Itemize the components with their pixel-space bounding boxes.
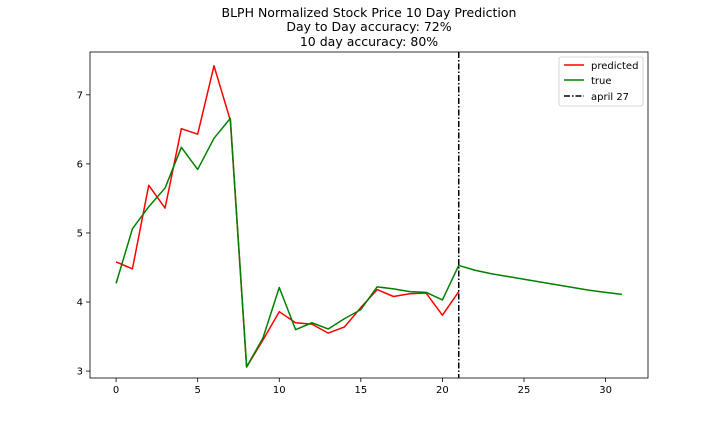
y-tick-label: 6: [77, 159, 83, 170]
chart-title-line-1: BLPH Normalized Stock Price 10 Day Predi…: [222, 5, 517, 20]
legend: predicted true april 27: [558, 56, 644, 107]
series-line-true: [115, 117, 622, 368]
legend-box: [558, 56, 644, 107]
x-tick-label: 15: [354, 385, 367, 396]
x-tick-label: 25: [518, 385, 531, 396]
legend-label-april-27: april 27: [591, 92, 629, 103]
x-tick-label: 10: [273, 385, 286, 396]
x-tick-label: 0: [113, 385, 119, 396]
y-tick-label: 7: [77, 90, 83, 101]
plot-frame: [89, 51, 649, 379]
chart-title-line-2: Day to Day accuracy: 72%: [286, 19, 451, 34]
y-tick-label: 3: [77, 367, 83, 378]
x-tick-label: 5: [194, 385, 200, 396]
y-tick-label: 5: [77, 228, 83, 239]
axis-ticks: 0 5 10 15 20 25 30 3 4 5 6 7: [77, 90, 612, 396]
y-tick-label: 4: [77, 298, 83, 309]
x-tick-label: 30: [599, 385, 612, 396]
x-tick-label: 20: [436, 385, 449, 396]
series-line-predicted: [115, 65, 460, 368]
legend-label-true: true: [591, 76, 612, 87]
legend-label-predicted: predicted: [591, 61, 638, 72]
chart-title: BLPH Normalized Stock Price 10 Day Predi…: [222, 5, 517, 49]
plot-content: [115, 52, 622, 378]
chart-title-line-3: 10 day accuracy: 80%: [300, 34, 438, 49]
